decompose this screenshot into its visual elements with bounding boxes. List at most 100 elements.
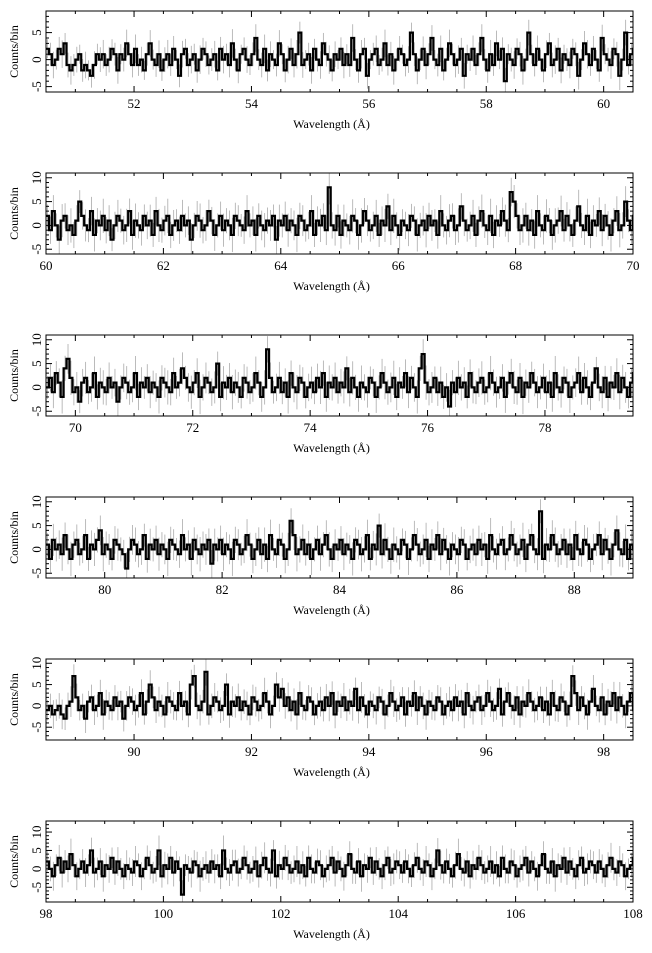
x-axis: 98 100 102 104 106 108: [40, 821, 643, 921]
plot-area: [46, 659, 633, 734]
x-tick-label: 106: [506, 906, 526, 921]
y-tick-label: 0: [29, 703, 44, 710]
x-tick-label: 70: [627, 258, 640, 273]
y-tick-label: -5: [29, 406, 44, 417]
y-tick-label: 0: [29, 222, 44, 229]
x-tick-label: 100: [154, 906, 174, 921]
y-tick-label: -5: [29, 244, 44, 255]
panel-2: 60 62 64 66 68 70 -5 0 5 10 Wavelength (Å) Counts/b…: [7, 171, 640, 293]
x-axis-title: Wavelength (Å): [293, 603, 370, 617]
y-tick-label: 5: [29, 681, 44, 688]
axes-frame: [45, 172, 634, 255]
spectrum-line: [46, 348, 633, 408]
plot-area: [46, 19, 633, 92]
x-axis: 70 72 74 76 78: [45, 335, 634, 435]
y-axis-title: Counts/bin: [7, 673, 21, 726]
y-tick-label: 10: [29, 333, 44, 346]
panel-5: 90 92 94 96 98 -5 0 5 10 Wavelength (Å) Counts/bin: [7, 657, 634, 779]
x-tick-label: 98: [40, 906, 53, 921]
x-tick-label: 84: [333, 582, 347, 597]
panel-3: 70 72 74 76 78 -5 0 5 10 Wavelength (Å) Counts/bin: [7, 333, 634, 455]
y-tick-label: 0: [29, 866, 44, 873]
plot-area: [46, 835, 633, 902]
error-bars: [47, 173, 632, 254]
error-bars: [47, 499, 632, 578]
spectrum-line: [46, 849, 633, 896]
spectrum-line: [46, 670, 633, 720]
y-axis-title: Counts/bin: [7, 835, 21, 888]
x-axis-title: Wavelength (Å): [293, 441, 370, 455]
x-tick-label: 68: [509, 258, 522, 273]
x-tick-label: 64: [274, 258, 288, 273]
panel-4: 80 82 84 86 88 -5 0 5 10 Wavelength (Å) Counts/bin: [7, 495, 634, 617]
x-tick-label: 102: [271, 906, 291, 921]
x-axis-title: Wavelength (Å): [293, 279, 370, 293]
y-axis: -5 0 5 10: [29, 171, 633, 255]
error-bars: [47, 336, 632, 416]
spectrum-line: [46, 510, 633, 570]
error-bars: [47, 659, 632, 734]
spectrum-line: [46, 186, 633, 241]
x-axis: 52 54 56 58 60: [45, 11, 634, 111]
x-tick-label: 58: [480, 96, 493, 111]
x-tick-label: 52: [128, 96, 141, 111]
x-tick-label: 98: [597, 744, 610, 759]
x-tick-label: 60: [597, 96, 610, 111]
x-tick-label: 56: [362, 96, 376, 111]
x-tick-label: 66: [392, 258, 406, 273]
y-tick-label: -5: [29, 568, 44, 579]
y-tick-label: 10: [29, 826, 44, 839]
y-tick-label: -5: [29, 882, 44, 893]
x-axis: 60 62 64 66 68 70: [40, 173, 640, 273]
y-axis: -5 0 5 10: [29, 495, 633, 579]
x-axis: 90 92 94 96 98: [45, 659, 634, 759]
x-axis: 80 82 84 86 88: [45, 497, 634, 597]
x-tick-label: 96: [480, 744, 494, 759]
y-tick-label: 10: [29, 171, 44, 184]
x-tick-label: 60: [40, 258, 53, 273]
y-tick-label: -5: [29, 81, 44, 92]
x-tick-label: 62: [157, 258, 170, 273]
x-tick-label: 94: [362, 744, 376, 759]
y-tick-label: 5: [29, 198, 44, 205]
x-tick-label: 78: [538, 420, 551, 435]
spectrum-line: [46, 31, 633, 83]
plot-area: [46, 173, 633, 254]
x-tick-label: 76: [421, 420, 435, 435]
x-tick-label: 108: [623, 906, 643, 921]
y-tick-label: 10: [29, 657, 44, 670]
y-axis-title: Counts/bin: [7, 187, 21, 240]
x-tick-label: 54: [245, 96, 259, 111]
plot-area: [46, 499, 633, 578]
y-tick-label: 5: [29, 522, 44, 529]
y-axis-title: Counts/bin: [7, 25, 21, 78]
x-axis-title: Wavelength (Å): [293, 117, 370, 131]
axes-frame: [45, 496, 634, 579]
panel-1: 52 54 56 58 60 -5 0 5 Wavelength (Å) Counts/bin: [7, 10, 634, 131]
y-tick-label: 0: [29, 56, 44, 63]
y-axis: -5 0 5 10: [29, 820, 633, 903]
x-axis-title: Wavelength (Å): [293, 927, 370, 941]
x-tick-label: 70: [69, 420, 82, 435]
y-axis: -5 0 5 10: [29, 333, 633, 417]
y-axis-title: Counts/bin: [7, 349, 21, 402]
x-tick-label: 88: [568, 582, 581, 597]
x-tick-label: 86: [450, 582, 464, 597]
panel-6: 98 100 102 104 106 108 -5 0 5 10 Wavelength (Å) Cou…: [7, 820, 643, 941]
x-tick-label: 74: [304, 420, 318, 435]
y-tick-label: 0: [29, 546, 44, 553]
y-axis: -5 0 5 10: [29, 657, 633, 741]
x-tick-label: 92: [245, 744, 258, 759]
y-tick-label: 0: [29, 384, 44, 391]
x-tick-label: 82: [216, 582, 229, 597]
x-axis-title: Wavelength (Å): [293, 765, 370, 779]
y-tick-label: -5: [29, 722, 44, 733]
axes-frame: [45, 658, 634, 741]
x-tick-label: 80: [98, 582, 111, 597]
y-axis: -5 0 5: [29, 10, 633, 93]
x-tick-label: 104: [388, 906, 408, 921]
error-bars: [47, 19, 632, 92]
x-tick-label: 90: [128, 744, 141, 759]
y-tick-label: 5: [29, 29, 44, 36]
